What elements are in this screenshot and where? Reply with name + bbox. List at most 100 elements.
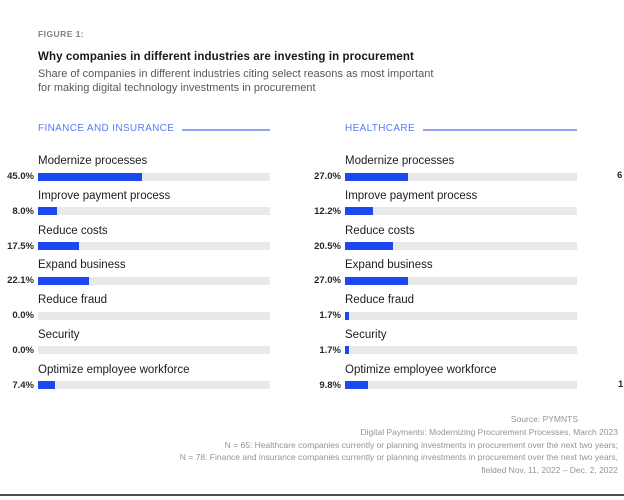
bar-rows: Modernize processes 45.0% Improve payment … [0, 155, 270, 399]
bar-track [345, 172, 577, 181]
bar-track [38, 311, 270, 320]
bar-row-label: Security [345, 328, 387, 341]
bar-row: Security 0.0% [0, 329, 270, 364]
bar-value-label: 0.0% [12, 310, 34, 322]
bar-row-label: Optimize employee workforce [345, 363, 497, 376]
bar-fill [38, 207, 57, 216]
bar-fill [38, 172, 143, 181]
bar-row-label: Modernize processes [38, 155, 148, 167]
bar-value-label: 8.0% [12, 205, 34, 217]
footer-line: N = 78: Finance and insurance companies … [179, 452, 618, 463]
bar-row-label: Reduce fraud [38, 294, 108, 307]
bar-value-label: 1.7% [319, 310, 341, 322]
column-header: HEALTHCARE [345, 122, 577, 134]
bar-row-label: Security [38, 328, 80, 341]
bar-line: 45.0% [0, 171, 270, 182]
bar-row: Expand business 27.0% [307, 259, 577, 294]
bar-track [345, 207, 577, 216]
bar-value-label: 1.7% [319, 344, 341, 356]
bar-line: 1.7% [307, 310, 577, 321]
bar-fill [345, 172, 408, 181]
bar-line: 7.4% [0, 380, 270, 391]
bar-row: Optimize employee workforce 9.8% [307, 364, 577, 399]
bar-line: 22.1% [0, 275, 270, 286]
bar-row-label: Reduce costs [345, 224, 415, 237]
bar-value-label: 7.4% [12, 379, 34, 391]
bar-value-label: 0.0% [12, 344, 34, 356]
bar-row-label: Optimize employee workforce [38, 363, 190, 376]
bar-fill [345, 276, 408, 285]
column-header: FINANCE AND INSURANCE [38, 122, 270, 134]
bar-track [345, 311, 577, 320]
source-footnote: Source: PYMNTS Digital Payments: Moderniz… [180, 413, 618, 477]
bar-line: 0.0% [0, 345, 270, 356]
bar-row-label: Expand business [38, 259, 126, 272]
bar-row-label: Modernize processes [345, 155, 455, 167]
bar-line: 27.0% [307, 171, 577, 182]
bar-line: 9.8% [307, 380, 577, 391]
cutoff-value-fragment: 1 [618, 379, 624, 390]
bar-value-label: 17.5% [7, 240, 34, 252]
bar-track [38, 381, 270, 390]
bar-value-label: 20.5% [314, 240, 341, 252]
bar-fill [345, 207, 374, 216]
bar-fill [345, 381, 368, 390]
footer-line: N = 65: Healthcare companies currently o… [224, 439, 618, 450]
footer-line: Source: PYMNTS [510, 414, 578, 424]
bar-fill [345, 311, 349, 320]
bar-row: Reduce costs 17.5% [0, 225, 270, 260]
bar-line: 0.0% [0, 310, 270, 321]
bar-track [38, 172, 270, 181]
bar-value-label: 22.1% [7, 275, 34, 287]
bar-row-label: Improve payment process [345, 189, 478, 202]
column-header-label: FINANCE AND INSURANCE [38, 122, 175, 134]
bar-row: Modernize processes 27.0% [307, 155, 577, 190]
figure-subtitle: Share of companies in different industri… [38, 68, 434, 95]
bar-row: Improve payment process 8.0% [0, 190, 270, 225]
cutoff-value-fragment: 6 [617, 170, 623, 181]
bar-row: Improve payment process 12.2% [307, 190, 577, 225]
bar-fill [345, 346, 349, 355]
bar-rows: Modernize processes 27.0% Improve payment … [307, 155, 577, 399]
bar-value-label: 27.0% [314, 275, 341, 287]
bar-track [38, 346, 270, 355]
bar-track [38, 242, 270, 251]
bar-line: 20.5% [307, 241, 577, 252]
column-header-label: HEALTHCARE [345, 122, 415, 134]
bar-fill [38, 242, 79, 251]
bar-track [345, 381, 577, 390]
bar-row: Reduce costs 20.5% [307, 225, 577, 260]
bar-row-label: Reduce costs [38, 224, 108, 237]
bar-value-label: 9.8% [319, 379, 341, 391]
bar-fill [345, 242, 393, 251]
bottom-rule [0, 494, 624, 496]
figure-title: Why companies in different industries ar… [38, 51, 414, 63]
bar-row: Reduce fraud 0.0% [0, 294, 270, 329]
bar-row: Optimize employee workforce 7.4% [0, 364, 270, 399]
bar-line: 12.2% [307, 206, 577, 217]
bar-row: Modernize processes 45.0% [0, 155, 270, 190]
bar-track [345, 276, 577, 285]
column-header-rule [423, 128, 577, 131]
bar-value-label: 12.2% [314, 205, 341, 217]
bar-line: 27.0% [307, 275, 577, 286]
bar-fill [38, 381, 56, 390]
bar-row-label: Expand business [345, 259, 433, 272]
bar-fill [38, 276, 90, 285]
figure-label: FIGURE 1: [38, 29, 85, 39]
footer-line: fielded Nov. 11, 2022 – Dec. 2, 2022 [481, 465, 618, 476]
bar-row-label: Improve payment process [38, 189, 171, 202]
figure-header: FIGURE 1: Why companies in different ind… [38, 29, 444, 96]
chart-column-finance-and-insurance: FINANCE AND INSURANCE Modernize processe… [0, 122, 270, 391]
chart-column-healthcare: HEALTHCARE Modernize processes 27.0% Impro… [307, 122, 577, 391]
bar-line: 8.0% [0, 206, 270, 217]
bar-row-label: Reduce fraud [345, 294, 415, 307]
bar-row: Security 1.7% [307, 329, 577, 364]
bar-track [345, 346, 577, 355]
footer-line: Digital Payments: Modernizing Procuremen… [360, 426, 618, 437]
bar-value-label: 45.0% [7, 171, 34, 182]
bar-track [38, 207, 270, 216]
bar-row: Expand business 22.1% [0, 259, 270, 294]
bar-row: Reduce fraud 1.7% [307, 294, 577, 329]
